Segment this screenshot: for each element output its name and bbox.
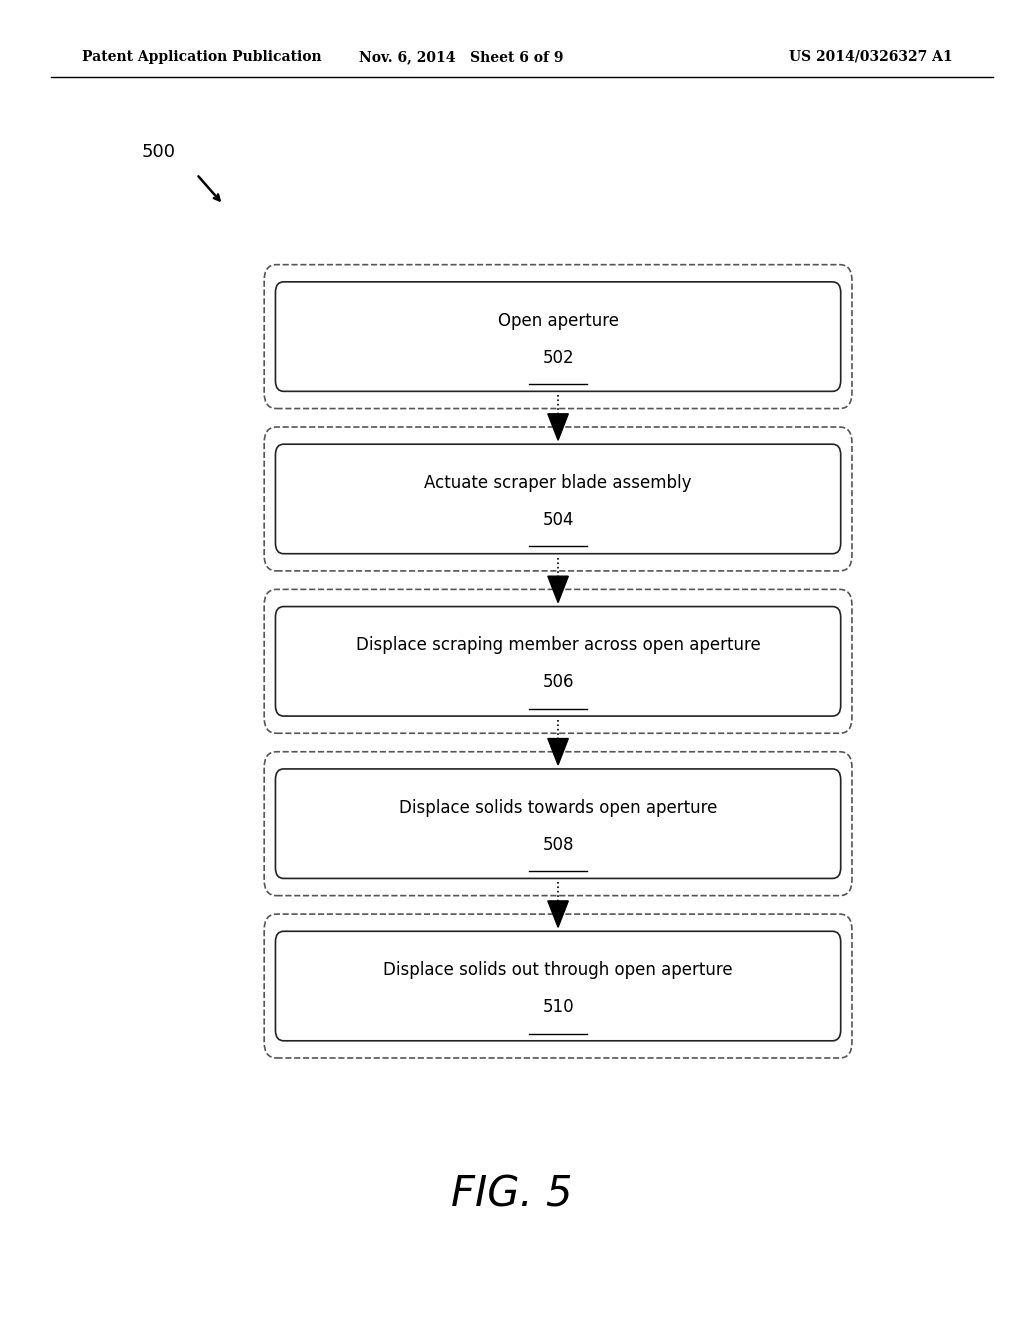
Text: Actuate scraper blade assembly: Actuate scraper blade assembly	[424, 474, 692, 492]
Polygon shape	[548, 576, 568, 602]
Text: 508: 508	[543, 836, 573, 854]
Polygon shape	[548, 900, 568, 927]
Polygon shape	[548, 739, 568, 766]
FancyBboxPatch shape	[264, 913, 852, 1059]
Polygon shape	[548, 414, 568, 441]
Text: FIG. 5: FIG. 5	[452, 1173, 572, 1216]
Text: Displace scraping member across open aperture: Displace scraping member across open ape…	[355, 636, 761, 655]
FancyBboxPatch shape	[264, 264, 852, 409]
Text: Patent Application Publication: Patent Application Publication	[82, 50, 322, 63]
Text: 506: 506	[543, 673, 573, 692]
Text: Nov. 6, 2014   Sheet 6 of 9: Nov. 6, 2014 Sheet 6 of 9	[358, 50, 563, 63]
Text: Displace solids out through open aperture: Displace solids out through open apertur…	[383, 961, 733, 979]
Text: 500: 500	[141, 143, 176, 161]
FancyBboxPatch shape	[264, 752, 852, 895]
Text: 510: 510	[543, 998, 573, 1016]
Text: Displace solids towards open aperture: Displace solids towards open aperture	[399, 799, 717, 817]
FancyBboxPatch shape	[264, 589, 852, 734]
FancyBboxPatch shape	[264, 428, 852, 570]
Text: 504: 504	[543, 511, 573, 529]
Text: 502: 502	[543, 348, 573, 367]
Text: Open aperture: Open aperture	[498, 312, 618, 330]
Text: US 2014/0326327 A1: US 2014/0326327 A1	[788, 50, 952, 63]
